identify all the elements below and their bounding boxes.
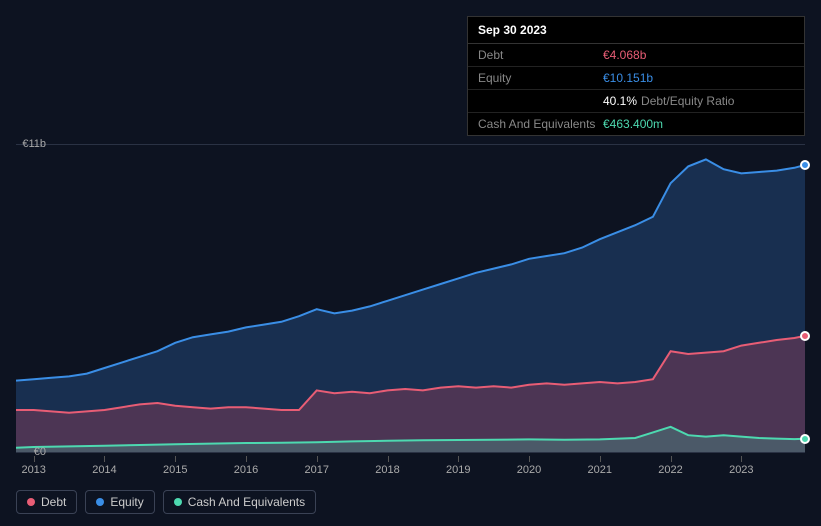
series-marker	[800, 331, 810, 341]
tooltip-row: Equity€10.151b	[468, 67, 804, 90]
legend-label: Cash And Equivalents	[188, 495, 305, 509]
x-tick-mark	[458, 456, 459, 462]
x-axis-label: 2015	[163, 464, 187, 476]
x-tick-mark	[104, 456, 105, 462]
tooltip-value: €463.400m	[603, 117, 663, 131]
tooltip: Sep 30 2023 Debt€4.068bEquity€10.151b40.…	[467, 16, 805, 136]
x-tick-mark	[529, 456, 530, 462]
x-tick-mark	[246, 456, 247, 462]
tooltip-date: Sep 30 2023	[468, 17, 804, 44]
series-marker	[800, 160, 810, 170]
x-tick-mark	[317, 456, 318, 462]
x-axis-label: 2022	[658, 464, 682, 476]
x-tick-mark	[741, 456, 742, 462]
gridline	[16, 452, 805, 453]
y-axis-label: €11b	[22, 138, 50, 150]
legend-item[interactable]: Debt	[16, 490, 77, 514]
series-marker	[800, 434, 810, 444]
x-axis-label: 2021	[588, 464, 612, 476]
x-axis-label: 2017	[304, 464, 328, 476]
tooltip-value: 40.1%	[603, 94, 637, 108]
x-axis-label: 2016	[234, 464, 258, 476]
legend-item[interactable]: Equity	[85, 490, 154, 514]
tooltip-row: 40.1% Debt/Equity Ratio	[468, 90, 804, 113]
x-axis-label: 2018	[375, 464, 399, 476]
x-axis-label: 2019	[446, 464, 470, 476]
tooltip-row: Debt€4.068b	[468, 44, 804, 67]
gridline	[16, 144, 805, 145]
tooltip-row: Cash And Equivalents€463.400m	[468, 113, 804, 135]
plot-area[interactable]	[16, 144, 805, 452]
legend-item[interactable]: Cash And Equivalents	[163, 490, 316, 514]
legend: Debt Equity Cash And Equivalents	[16, 490, 316, 514]
tooltip-label	[478, 94, 603, 108]
x-axis-label: 2023	[729, 464, 753, 476]
legend-label: Equity	[110, 495, 143, 509]
x-axis: 2013 2014 2015 2016 2017 2018 2019 2020 2021 2022…	[16, 456, 805, 480]
plot-svg	[16, 144, 805, 452]
tooltip-label: Equity	[478, 71, 603, 85]
tooltip-label: Debt	[478, 48, 603, 62]
y-axis-label: €0	[34, 446, 50, 458]
tooltip-value: €4.068b	[603, 48, 646, 62]
legend-dot-icon	[96, 498, 104, 506]
x-axis-label: 2013	[21, 464, 45, 476]
legend-dot-icon	[174, 498, 182, 506]
tooltip-label: Cash And Equivalents	[478, 117, 603, 131]
x-tick-mark	[388, 456, 389, 462]
x-tick-mark	[671, 456, 672, 462]
x-axis-label: 2014	[92, 464, 116, 476]
x-tick-mark	[600, 456, 601, 462]
tooltip-suffix: Debt/Equity Ratio	[641, 94, 734, 108]
legend-label: Debt	[41, 495, 66, 509]
x-tick-mark	[175, 456, 176, 462]
x-axis-label: 2020	[517, 464, 541, 476]
legend-dot-icon	[27, 498, 35, 506]
tooltip-value: €10.151b	[603, 71, 653, 85]
